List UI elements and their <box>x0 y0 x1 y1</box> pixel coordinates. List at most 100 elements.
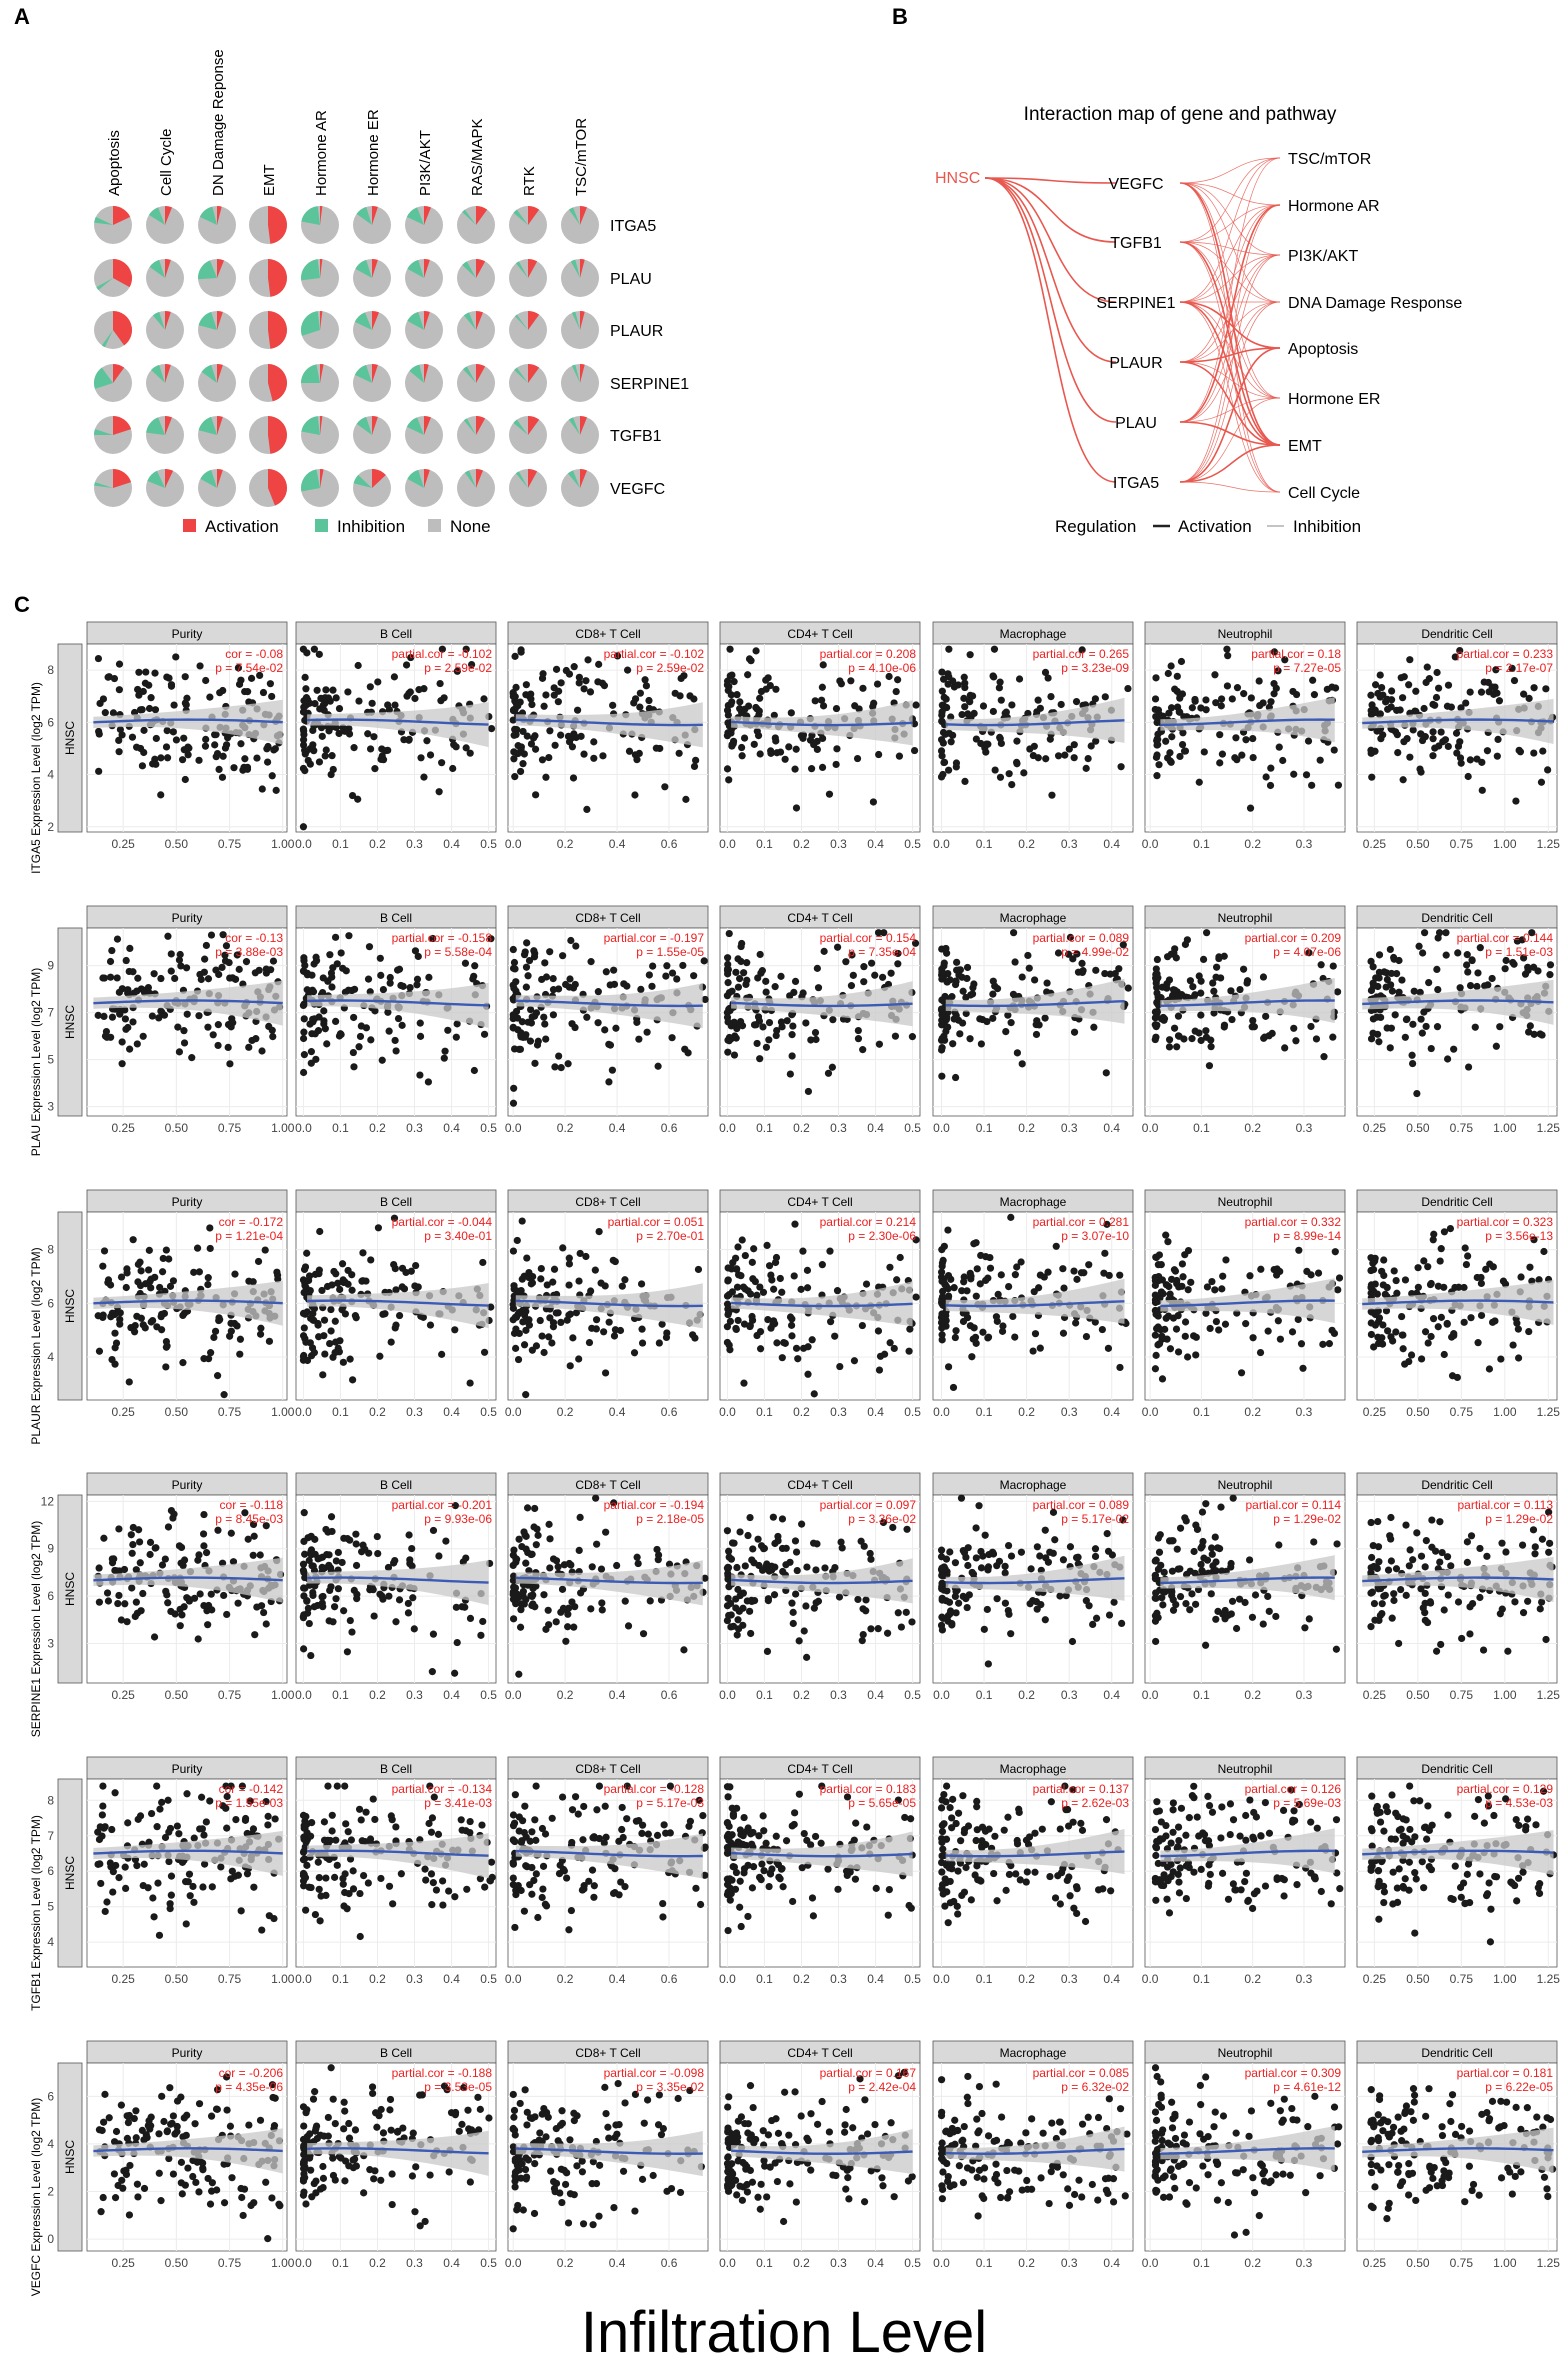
scatter-point <box>1461 1319 1468 1326</box>
scatter-point <box>977 1280 984 1287</box>
scatter-point <box>403 693 410 700</box>
scatter-point <box>396 1596 403 1603</box>
pathway-node-hormone-ar: Hormone AR <box>1288 198 1380 215</box>
scatter-point <box>258 1047 265 1054</box>
scatter-point <box>1333 1540 1340 1547</box>
scatter-point <box>1154 956 1161 963</box>
scatter-point <box>1042 669 1049 676</box>
x-tick-label: 0.2 <box>1244 1121 1261 1135</box>
scatter-point <box>402 1269 409 1276</box>
scatter-point <box>564 1611 571 1618</box>
scatter-point <box>551 1063 558 1070</box>
pie-activation-slice <box>268 416 287 454</box>
scatter-point <box>952 1559 959 1566</box>
scatter-point <box>114 936 121 943</box>
scatter-point <box>358 1022 365 1029</box>
scatter-point <box>220 753 227 760</box>
facet-label-cd8-t-cell: CD8+ T Cell <box>575 911 640 925</box>
scatter-point <box>517 1046 524 1053</box>
facet-label-purity: Purity <box>172 911 203 925</box>
scatter-point <box>546 1314 553 1321</box>
scatter-point <box>511 1330 518 1337</box>
scatter-point <box>163 1246 170 1253</box>
scatter-point <box>1378 1610 1385 1617</box>
scatter-point <box>1408 1351 1415 1358</box>
scatter-point <box>1156 712 1163 719</box>
scatter-point <box>316 651 323 658</box>
scatter-point <box>744 1532 751 1539</box>
pathway-label-rtk: RTK <box>521 166 538 196</box>
scatter-point <box>859 1322 866 1329</box>
scatter-point <box>195 1012 202 1019</box>
scatter-point <box>107 958 114 965</box>
scatter-point <box>1189 704 1196 711</box>
scatter-point <box>1224 652 1231 659</box>
scatter-point <box>620 980 627 987</box>
scatter-point <box>517 746 524 753</box>
scatter-point <box>1199 1542 1206 1549</box>
scatter-point <box>939 1263 946 1270</box>
scatter-point <box>566 1255 573 1262</box>
scatter-point <box>1153 1352 1160 1359</box>
scatter-point <box>740 969 747 976</box>
scatter-point <box>548 1339 555 1346</box>
scatter-point <box>1423 679 1430 686</box>
scatter-point <box>1201 748 1208 755</box>
scatter-point <box>953 759 960 766</box>
scatter-point <box>1489 1319 1496 1326</box>
x-tick-label: 0.3 <box>830 1121 847 1135</box>
scatter-point <box>1026 965 1033 972</box>
scatter-point <box>998 1271 1005 1278</box>
scatter-point <box>612 1258 619 1265</box>
scatter-point <box>669 969 676 976</box>
scatter-point <box>1489 975 1496 982</box>
scatter-point <box>511 653 518 660</box>
x-tick-label: 0.1 <box>756 1121 773 1135</box>
scatter-point <box>540 1014 547 1021</box>
scatter-point <box>557 732 564 739</box>
scatter-point <box>1436 929 1443 936</box>
x-tick-label: 0.1 <box>976 1121 993 1135</box>
scatter-point <box>855 1035 862 1042</box>
scatter-point <box>724 1292 731 1299</box>
scatter-point <box>875 1625 882 1632</box>
scatter-point <box>1290 771 1297 778</box>
scatter-point <box>300 823 307 830</box>
scatter-point <box>1299 1365 1306 1372</box>
scatter-point <box>1213 1318 1220 1325</box>
scatter-point <box>1420 1257 1427 1264</box>
scatter-point <box>1395 1640 1402 1647</box>
gene-node-plaur: PLAUR <box>1109 355 1162 372</box>
scatter-point <box>409 1594 416 1601</box>
scatter-point <box>145 1266 152 1273</box>
scatter-point <box>961 674 968 681</box>
facet-label-purity: Purity <box>172 1478 203 1492</box>
scatter-point <box>1374 1031 1381 1038</box>
scatter-point <box>1167 757 1174 764</box>
scatter-point <box>967 1273 974 1280</box>
scatter-point <box>948 1621 955 1628</box>
pathway-node-pi3k-akt: PI3K/AKT <box>1288 248 1358 265</box>
y-tick-label: 3 <box>47 1637 54 1651</box>
scatter-point <box>967 692 974 699</box>
scatter-point <box>392 1265 399 1272</box>
scatter-point <box>181 746 188 753</box>
scatter-point <box>1067 1543 1074 1550</box>
scatter-point <box>210 1334 217 1341</box>
scatter-point <box>168 683 175 690</box>
scatter-point <box>528 1280 535 1287</box>
x-tick-label: 0.0 <box>719 837 736 851</box>
scatter-point <box>330 1268 337 1275</box>
facet-label-cd4-t-cell: CD4+ T Cell <box>787 1478 852 1492</box>
x-tick-label: 0.0 <box>933 1121 950 1135</box>
scatter-point <box>733 1326 740 1333</box>
scatter-point <box>956 1030 963 1037</box>
scatter-point <box>1269 1030 1276 1037</box>
scatter-point <box>1474 1339 1481 1346</box>
scatter-point <box>95 1012 102 1019</box>
scatter-point <box>1207 1043 1214 1050</box>
scatter-point <box>1435 685 1442 692</box>
scatter-point <box>176 1048 183 1055</box>
scatter-point <box>1234 684 1241 691</box>
scatter-point <box>420 774 427 781</box>
